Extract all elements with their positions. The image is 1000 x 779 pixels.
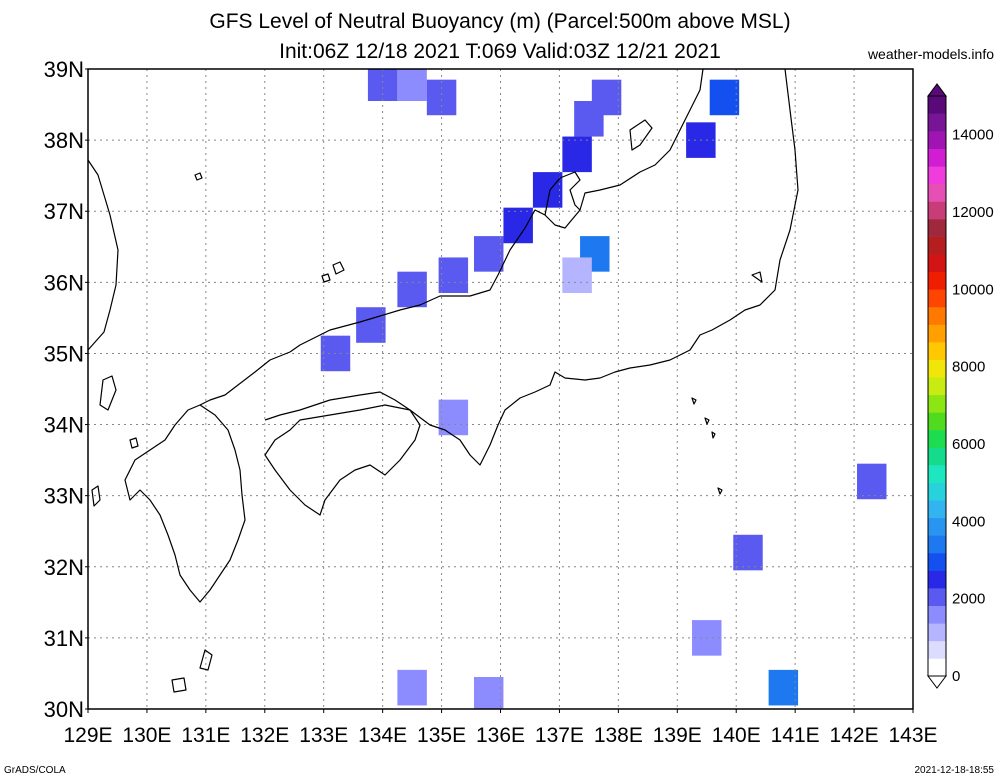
lnb-grid-cell [857, 463, 887, 500]
colorbar-segment [928, 289, 946, 308]
colorbar-segment [928, 623, 946, 642]
colorbar-segment [928, 306, 946, 325]
colorbar [927, 83, 947, 689]
lnb-grid-cell [591, 79, 622, 116]
lat-label: 39N [44, 57, 84, 82]
lnb-grid-cell [397, 69, 427, 101]
lon-label: 143E [888, 724, 937, 747]
lat-label: 34N [44, 413, 84, 438]
lon-label: 139E [653, 724, 702, 747]
colorbar-segment [928, 605, 946, 624]
lat-label: 31N [44, 626, 84, 651]
colorbar-segment [928, 236, 946, 255]
lnb-grid-cell [438, 257, 469, 293]
lnb-grid-cell [562, 136, 592, 173]
colorbar-label: 2000 [952, 591, 985, 608]
colorbar-label: 14000 [952, 127, 994, 144]
colorbar-segment [928, 429, 946, 448]
colorbar-segment [928, 535, 946, 554]
lon-label: 134E [358, 724, 407, 747]
colorbar-segment [928, 640, 946, 659]
map-area [88, 69, 913, 709]
lat-label: 33N [44, 484, 84, 509]
colorbar-segment [928, 447, 946, 466]
lat-label: 35N [44, 341, 84, 366]
colorbar-segment [928, 219, 946, 237]
lnb-grid-cell [709, 79, 740, 116]
lnb-grid-cell [397, 271, 427, 308]
colorbar-segment [928, 131, 946, 150]
colorbar-label: 6000 [952, 436, 985, 453]
lnb-grid-cell [473, 677, 504, 709]
lon-label: 131E [181, 724, 230, 747]
colorbar-label: 10000 [952, 281, 994, 298]
colorbar-segment [928, 570, 946, 589]
colorbar-segment [928, 271, 946, 290]
colorbar-segment [928, 588, 946, 606]
colorbar-segment [928, 465, 946, 483]
lnb-grid-cell [367, 69, 398, 101]
lnb-grid-cell [356, 307, 386, 343]
lat-label: 30N [44, 697, 84, 722]
colorbar-segment [928, 658, 946, 677]
lon-label: 137E [535, 724, 584, 747]
colorbar-label: 12000 [952, 204, 994, 221]
lon-label: 141E [771, 724, 820, 747]
lat-label: 38N [44, 128, 84, 153]
map-title-line2: Init:06Z 12/18 2021 T:069 Valid:03Z 12/2… [279, 40, 721, 63]
colorbar-segment [928, 254, 946, 273]
colorbar-segment [928, 552, 946, 571]
colorbar-segment [928, 394, 946, 413]
lnb-grid-cell [768, 669, 799, 706]
colorbar-label: 8000 [952, 359, 985, 376]
colorbar-segment [928, 324, 946, 343]
colorbar-segment [928, 183, 946, 202]
colorbar-label: 4000 [952, 513, 985, 530]
footer-right: 2021-12-18-18:55 [914, 765, 994, 776]
lon-label: 136E [476, 724, 525, 747]
map-title-line1: GFS Level of Neutral Buoyancy (m) (Parce… [209, 10, 790, 33]
colorbar-segment [928, 359, 946, 378]
lat-lon-gridlines [88, 69, 913, 709]
colorbar-segment [928, 113, 946, 132]
colorbar-segment [928, 342, 946, 360]
lat-label: 37N [44, 199, 84, 224]
lon-label: 129E [63, 724, 112, 747]
colorbar-segment [928, 166, 946, 185]
latitude-labels: 30N 31N 32N 33N 34N 35N 36N 37N 38N 39N [44, 57, 88, 722]
lon-label: 138E [594, 724, 643, 747]
lnb-grid-cell [562, 257, 592, 293]
lnb-grid-cell [397, 669, 427, 706]
colorbar-label: 0 [952, 668, 960, 685]
colorbar-segment [928, 500, 946, 519]
colorbar-top-arrow [927, 83, 947, 97]
colorbar-bottom-arrow [927, 675, 947, 689]
colorbar-labels: 0 2000 4000 6000 8000 10000 12000 14000 [952, 127, 994, 685]
lon-label: 135E [417, 724, 466, 747]
longitude-labels: 129E 130E 131E 132E 133E 134E 135E 136E 137E 138E… [63, 709, 938, 747]
lnb-grid-cell [473, 236, 504, 272]
site-label: weather-models.info [867, 46, 994, 62]
lnb-grid-cell [426, 79, 457, 116]
colorbar-segment [928, 377, 946, 396]
lon-label: 140E [712, 724, 761, 747]
lon-label: 130E [122, 724, 171, 747]
footer-left: GrADS/COLA [4, 765, 66, 776]
lon-label: 132E [240, 724, 289, 747]
lon-label: 133E [299, 724, 348, 747]
colorbar-segment [928, 201, 946, 220]
colorbar-segment [928, 517, 946, 536]
lnb-grid-cell [733, 534, 763, 571]
lat-label: 36N [44, 270, 84, 295]
colorbar-segment [928, 412, 946, 431]
colorbar-segment [928, 148, 946, 167]
colorbar-segment [928, 96, 946, 114]
colorbar-segment [928, 482, 946, 501]
lat-label: 32N [44, 555, 84, 580]
coastlines [88, 69, 799, 693]
lon-label: 142E [830, 724, 879, 747]
